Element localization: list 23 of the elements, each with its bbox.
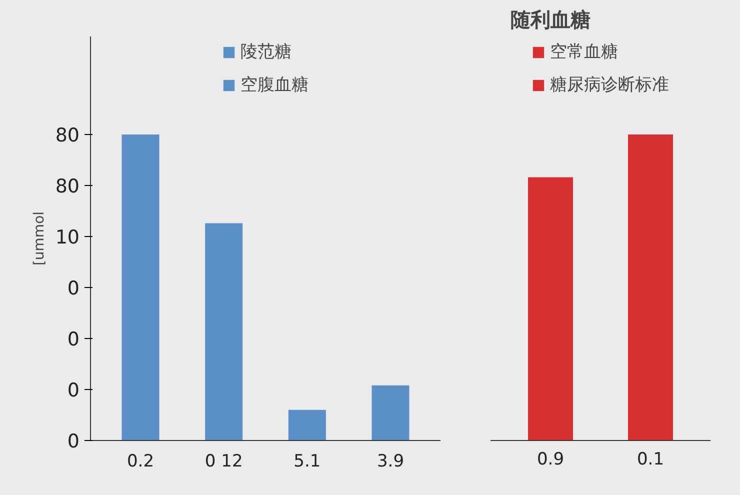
legend-label: 空常血糖 <box>550 41 618 63</box>
text: 10 <box>55 226 80 248</box>
x-tick-label: 5.1 <box>294 452 321 472</box>
x-tick-label: 3.9 <box>376 452 404 472</box>
text: 80 <box>55 175 80 198</box>
chart-title: 随利血糖 <box>510 8 590 32</box>
legend-label: 糖尿病诊断标准 <box>550 74 669 96</box>
x-tick-label: 0.2 <box>126 452 154 472</box>
bar <box>288 410 326 440</box>
text: 80 <box>55 124 80 146</box>
bar <box>372 385 410 440</box>
bar <box>205 223 243 440</box>
legend-label: 空腹血糖 <box>240 74 308 96</box>
bar <box>122 134 160 440</box>
text: 0 <box>67 379 80 402</box>
text: 0 <box>67 430 80 452</box>
x-tick-label: 0 12 <box>204 452 243 472</box>
legend-label: 陵范糖 <box>240 41 292 63</box>
text: 0 <box>67 328 80 350</box>
x-tick-label: 0.9 <box>536 450 564 470</box>
x-tick-label: 0.1 <box>636 450 664 470</box>
text: 0 <box>67 277 80 300</box>
y-axis-title: [ummol <box>31 211 48 266</box>
